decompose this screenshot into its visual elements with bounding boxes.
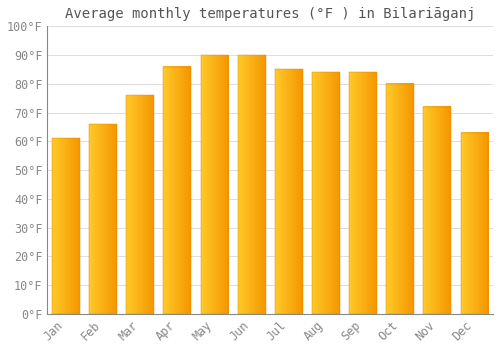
Bar — [386, 84, 414, 314]
Bar — [312, 72, 340, 314]
Bar — [164, 66, 192, 314]
Bar — [52, 139, 80, 314]
Bar — [238, 55, 266, 314]
Bar — [275, 69, 302, 314]
Bar — [349, 72, 377, 314]
Bar — [200, 55, 228, 314]
Bar — [126, 95, 154, 314]
Bar — [460, 133, 488, 314]
Bar — [89, 124, 117, 314]
Title: Average monthly temperatures (°F ) in Bilariāganj: Average monthly temperatures (°F ) in Bi… — [65, 7, 476, 21]
Bar — [424, 107, 452, 314]
